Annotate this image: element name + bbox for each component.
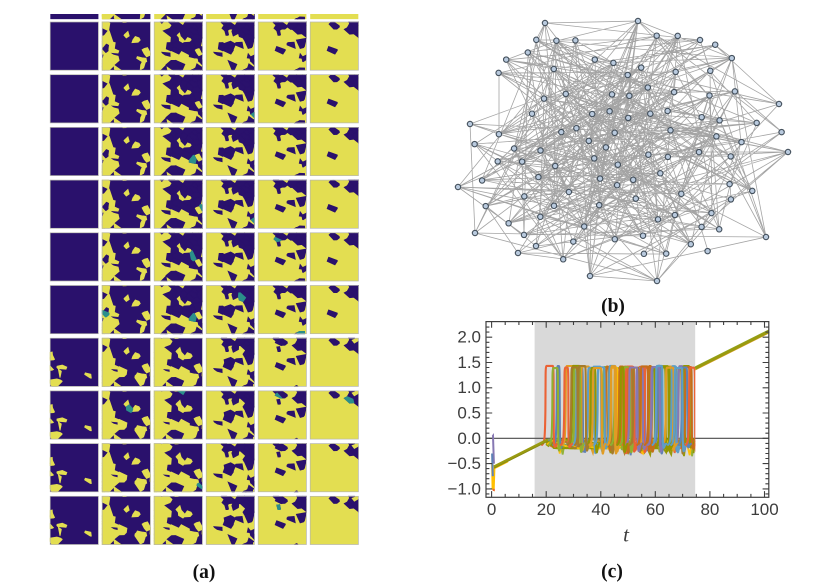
svg-text:20: 20: [537, 500, 556, 519]
svg-text:(b): (b): [601, 296, 625, 317]
svg-text:0: 0: [487, 500, 496, 519]
svg-text:(a): (a): [193, 562, 216, 583]
svg-text:40: 40: [591, 500, 610, 519]
svg-text:2.0: 2.0: [457, 328, 481, 347]
svg-text:−0.5: −0.5: [447, 454, 481, 473]
svg-text:100: 100: [750, 500, 778, 519]
svg-text:80: 80: [700, 500, 719, 519]
svg-text:(c): (c): [601, 562, 623, 583]
svg-text:60: 60: [646, 500, 665, 519]
svg-text:1.0: 1.0: [457, 378, 481, 397]
svg-text:0.5: 0.5: [457, 404, 481, 423]
svg-text:t: t: [623, 523, 630, 547]
svg-text:−1.0: −1.0: [447, 479, 481, 498]
svg-text:1.5: 1.5: [457, 353, 481, 372]
svg-text:0.0: 0.0: [457, 429, 481, 448]
